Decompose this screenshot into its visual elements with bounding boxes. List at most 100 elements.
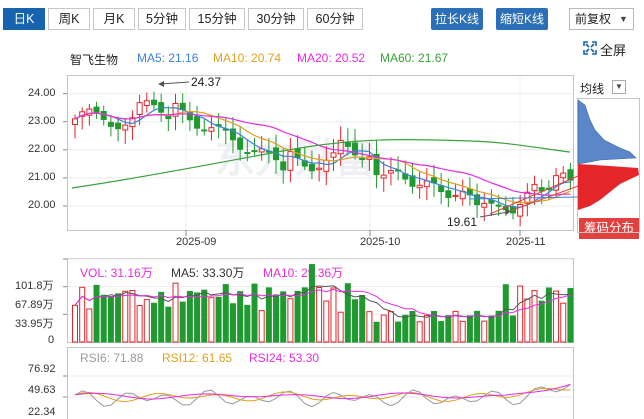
volume-bar: [567, 288, 574, 343]
volume-bar: [538, 300, 545, 343]
volume-bar: [107, 296, 114, 343]
high-price-label: 24.37: [191, 75, 222, 89]
volume-bar: [488, 315, 495, 343]
tab-30min[interactable]: 30分钟: [248, 8, 304, 30]
tab-5min[interactable]: 5分钟: [138, 8, 186, 30]
ma60-line: [71, 138, 571, 189]
candle-body: [481, 202, 488, 208]
volume-bar: [136, 305, 143, 343]
volume-bar: [330, 287, 337, 343]
volume-bar: [416, 321, 423, 343]
price-tick: 24.00: [28, 87, 56, 99]
volume-bar: [86, 308, 93, 343]
date-tick: 2025-11: [506, 236, 546, 248]
volume-bar: [208, 297, 215, 343]
chip-red-profile: [578, 164, 639, 210]
volume-bar: [387, 311, 394, 343]
tab-weekly-k[interactable]: 周K: [48, 8, 90, 30]
volume-bar: [409, 311, 416, 343]
volume-bar: [344, 283, 351, 343]
ma20-legend: MA20: 20.52: [297, 51, 366, 65]
volume-tick: 67.89万: [15, 299, 54, 311]
high-price-arrow-head: [158, 81, 164, 87]
candle-body: [72, 118, 78, 126]
rsi24-line: [74, 383, 571, 400]
volume-bar: [452, 310, 459, 343]
fullscreen-button[interactable]: 全屏: [583, 40, 639, 58]
volume-bar: [222, 284, 229, 343]
tab-monthly-k[interactable]: 月K: [93, 8, 135, 30]
volume-bar: [215, 296, 222, 343]
volume-bar: [72, 304, 78, 343]
volume-tick: 101.8万: [15, 280, 54, 292]
candle-body: [560, 172, 567, 179]
ma20-line: [74, 112, 571, 197]
chip-distribution-button[interactable]: 筹码分布: [579, 218, 639, 239]
candle-body: [244, 152, 251, 155]
candle-body: [100, 110, 107, 120]
candle-body: [323, 159, 330, 172]
date-tick: 2025-10: [360, 236, 401, 248]
volume-bar: [366, 311, 373, 343]
volume-bar: [244, 304, 251, 343]
candle-body: [150, 99, 157, 106]
volume-bar: [445, 315, 452, 343]
price-panel-frame: [67, 75, 574, 231]
volume-bar: [495, 310, 502, 343]
volume-bar: [560, 302, 567, 343]
rsi-tick: 22.34: [28, 406, 56, 418]
candle-body: [553, 175, 560, 191]
chevron-down-icon: ▼: [612, 80, 626, 94]
chip-cost-line: [469, 196, 579, 200]
tab-60min[interactable]: 60分钟: [307, 8, 363, 30]
rsi-panel-frame: [67, 347, 574, 419]
price-tick: 21.00: [28, 171, 56, 183]
volume-bar: [545, 287, 552, 343]
low-price-label: 19.61: [447, 215, 478, 229]
tab-daily-k[interactable]: 日K: [3, 8, 45, 30]
stretch-k-button[interactable]: 拉长K线: [431, 8, 483, 30]
candle-body: [179, 102, 186, 111]
candle-body: [538, 187, 545, 192]
date-tick: 2025-09: [176, 236, 217, 248]
volume-bar: [373, 321, 380, 343]
candle-body: [567, 169, 574, 181]
tab-15min[interactable]: 15分钟: [189, 8, 245, 30]
candle-body: [495, 204, 502, 207]
rsi6-legend: RSI6: 71.88: [80, 351, 144, 365]
candle-body: [373, 153, 380, 176]
volume-bar: [466, 315, 473, 343]
volume-bar: [431, 310, 437, 343]
volume-bar: [229, 303, 236, 343]
candle-body: [337, 139, 344, 155]
rsi24-legend: RSI24: 53.30: [249, 351, 320, 365]
volume-bar: [481, 320, 488, 343]
volume-bar: [294, 290, 301, 343]
volume-ma10-line: [74, 288, 571, 318]
candle-body: [136, 102, 143, 116]
volume-bar: [251, 283, 258, 343]
volume-bar: [395, 321, 402, 343]
adjust-select[interactable]: 前复权 ▼: [569, 8, 634, 30]
volume-bar: [308, 264, 315, 343]
candle-body: [208, 127, 215, 132]
high-price-arrow: [159, 81, 190, 85]
volume-bar: [258, 310, 265, 343]
chip-mode-select[interactable]: 均线 ▼: [580, 79, 628, 96]
volume-tick: 0: [48, 334, 55, 346]
candle-body: [330, 152, 337, 158]
vol-ma5-legend: MA5: 33.30万: [171, 266, 245, 280]
shrink-k-button[interactable]: 缩短K线: [496, 8, 548, 30]
volume-bar: [517, 285, 524, 343]
volume-bar: [100, 294, 107, 343]
candle-body: [452, 194, 459, 197]
volume-bar: [287, 298, 294, 343]
vol-legend: VOL: 31.16万: [80, 266, 153, 280]
vol-ma10-legend: MA10: 29.36万: [263, 266, 344, 280]
candle-body: [122, 124, 129, 131]
price-tick: 23.00: [28, 115, 56, 127]
fullscreen-label: 全屏: [600, 43, 627, 58]
chip-blue-profile: [577, 99, 637, 165]
candle-body: [229, 128, 236, 141]
